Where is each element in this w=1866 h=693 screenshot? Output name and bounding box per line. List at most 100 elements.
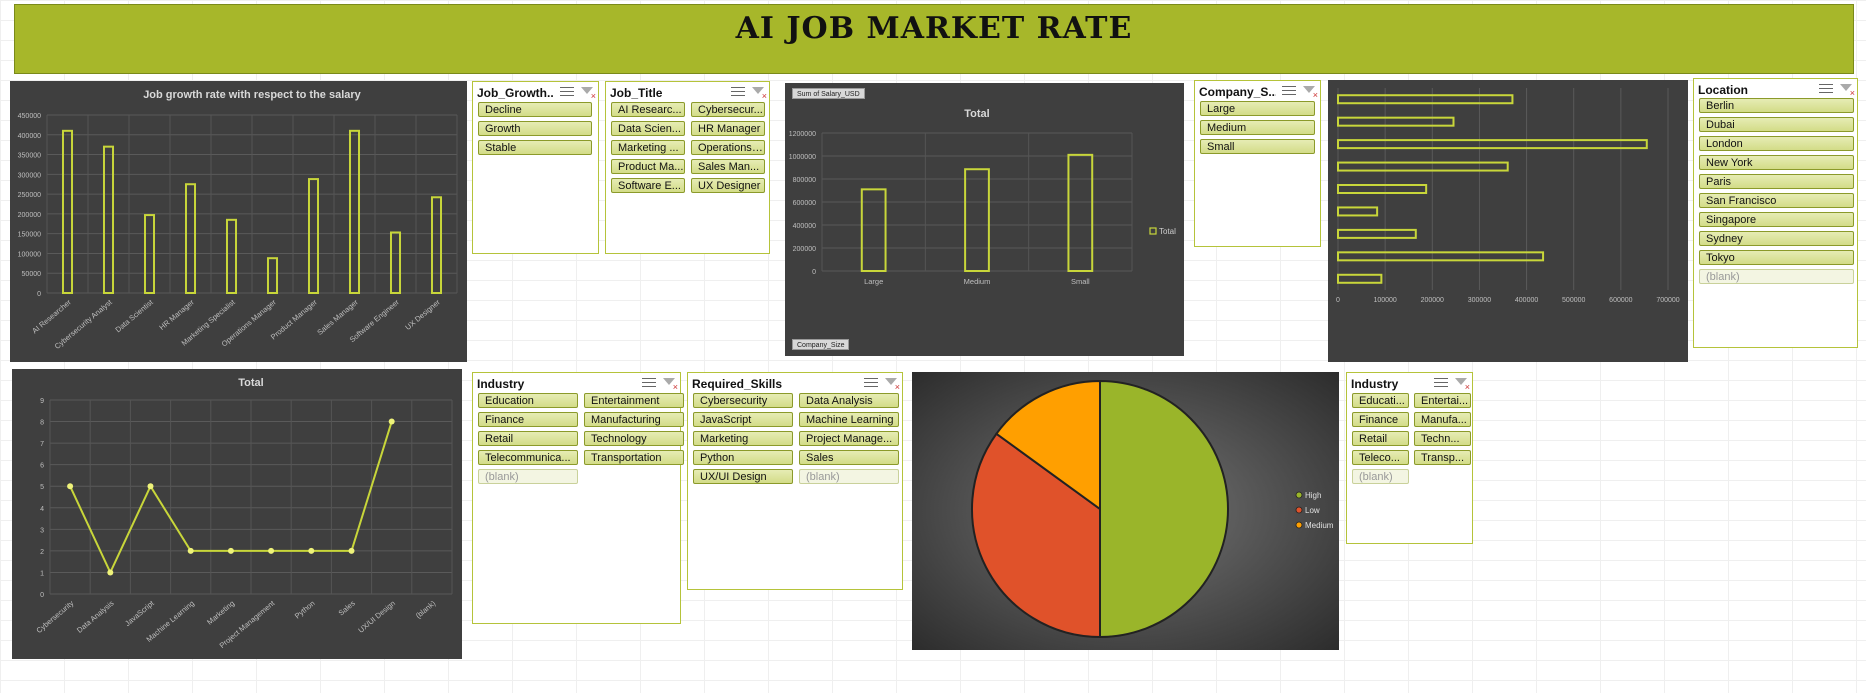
slicer-item[interactable]: UX Designer (691, 178, 765, 193)
clear-filter-icon[interactable] (1302, 85, 1318, 100)
y-tick-label: 1200000 (789, 131, 816, 138)
y-tick-label: 2 (40, 549, 44, 556)
multi-select-icon[interactable] (731, 86, 745, 97)
slicer-item[interactable]: Stable (478, 140, 592, 155)
slicer-item[interactable]: San Francisco (1699, 193, 1854, 208)
multi-select-icon[interactable] (1282, 85, 1296, 96)
y-tick-label: 6 (40, 463, 44, 470)
pie-chart[interactable]: High Low Medium (912, 372, 1339, 650)
industry-slicer-small: Industry Educati... Entertai... Finance Manu… (1346, 372, 1473, 544)
x-tick-label: 500000 (1562, 297, 1585, 304)
multi-select-icon[interactable] (864, 377, 878, 388)
slicer-item[interactable]: Singapore (1699, 212, 1854, 227)
x-tick-label: Sales Manager (315, 297, 360, 337)
bar (1337, 139, 1648, 150)
sum-salary-field-button[interactable]: Sum of Salary_USD (792, 88, 865, 99)
slicer-item[interactable]: Manufacturing (584, 412, 684, 427)
slicer-item[interactable]: Large (1200, 101, 1315, 116)
x-tick-label: AI Researcher (30, 297, 73, 335)
slicer-item[interactable]: Python (693, 450, 793, 465)
slicer-item[interactable]: Sales Man... (691, 159, 765, 174)
y-tick-label: 400000 (18, 133, 41, 140)
slicer-item[interactable]: Telecommunica... (478, 450, 578, 465)
clear-filter-icon[interactable] (751, 86, 767, 101)
y-tick-label: 250000 (18, 192, 41, 199)
y-tick-label: 450000 (18, 113, 41, 120)
bar (307, 178, 320, 294)
slicer-item[interactable]: Project Manage... (799, 431, 899, 446)
multi-select-icon[interactable] (1819, 83, 1833, 94)
legend-label: Total (1159, 227, 1176, 236)
company-size-slicer: Company_S... Large Medium Small (1194, 80, 1321, 247)
slicer-item[interactable]: JavaScript (693, 412, 793, 427)
legend-label: High (1305, 491, 1321, 500)
bar (225, 218, 238, 294)
slicer-item[interactable]: Transp... (1414, 450, 1471, 465)
company-size-chart[interactable]: Total 0 200000 400000 600000 800000 1000000 120… (785, 83, 1184, 356)
slicer-item[interactable]: Data Scien... (611, 121, 685, 136)
salary-by-job-chart[interactable]: Job growth rate with respect to the sala… (10, 81, 467, 362)
slicer-item[interactable]: Manufa... (1414, 412, 1471, 427)
x-tick-label: Data Analysis (75, 598, 116, 634)
slicer-item[interactable]: (blank) (799, 469, 899, 484)
slicer-item[interactable]: UX/UI Design (693, 469, 793, 484)
slicer-item[interactable]: Marketing (693, 431, 793, 446)
slicer-item[interactable]: Berlin (1699, 98, 1854, 113)
slicer-item[interactable]: Entertai... (1414, 393, 1471, 408)
y-tick-label: 400000 (793, 223, 816, 230)
slicer-item[interactable]: Retail (1352, 431, 1409, 446)
slicer-item[interactable]: (blank) (478, 469, 578, 484)
slicer-item[interactable]: Machine Learning (799, 412, 899, 427)
clear-filter-icon[interactable] (662, 377, 678, 392)
slicer-item[interactable]: Tokyo (1699, 250, 1854, 265)
slicer-item[interactable]: Teleco... (1352, 450, 1409, 465)
slicer-item[interactable]: Finance (478, 412, 578, 427)
slicer-item[interactable]: AI Researc... (611, 102, 685, 117)
slicer-item[interactable]: Transportation (584, 450, 684, 465)
slicer-item[interactable]: Medium (1200, 120, 1315, 135)
slicer-item[interactable]: Cybersecurity (693, 393, 793, 408)
slicer-item[interactable]: Operations ... (691, 140, 765, 155)
slicer-item[interactable]: Sydney (1699, 231, 1854, 246)
slicer-item[interactable]: Data Analysis (799, 393, 899, 408)
clear-filter-icon[interactable] (580, 86, 596, 101)
slicer-item[interactable]: Sales (799, 450, 899, 465)
multi-select-icon[interactable] (642, 377, 656, 388)
clear-filter-icon[interactable] (884, 377, 900, 392)
slicer-item[interactable]: Software E... (611, 178, 685, 193)
slicer-item[interactable]: HR Manager (691, 121, 765, 136)
skills-line-chart[interactable]: Total 0 1 2 3 4 5 6 7 8 9 Cybersecurity Data Analysi… (12, 369, 462, 659)
slicer-item[interactable]: Small (1200, 139, 1315, 154)
company-size-field-button[interactable]: Company_Size (792, 339, 850, 350)
clear-filter-icon[interactable] (1454, 377, 1470, 392)
slicer-item[interactable]: Cybersecur... (691, 102, 765, 117)
multi-select-icon[interactable] (1434, 377, 1448, 388)
slicer-item[interactable]: Marketing ... (611, 140, 685, 155)
slicer-item[interactable]: Growth (478, 121, 592, 136)
slicer-item[interactable]: Educati... (1352, 393, 1409, 408)
slicer-item[interactable]: Technology (584, 431, 684, 446)
slicer-item[interactable]: Product Ma... (611, 159, 685, 174)
slicer-item[interactable]: London (1699, 136, 1854, 151)
slicer-header: Location (1698, 83, 1748, 97)
location-salary-chart[interactable]: 0 100000 200000 300000 400000 500000 600000 700… (1328, 80, 1688, 362)
salary-by-job-svg: Job growth rate with respect to the sala… (18, 89, 458, 351)
data-point (147, 483, 154, 490)
slicer-item[interactable]: Dubai (1699, 117, 1854, 132)
slicer-item[interactable]: Techn... (1414, 431, 1471, 446)
slicer-item[interactable]: (blank) (1352, 469, 1409, 484)
y-tick-label: 8 (40, 420, 44, 427)
slicer-item[interactable]: New York (1699, 155, 1854, 170)
y-tick-label: 300000 (18, 172, 41, 179)
multi-select-icon[interactable] (560, 86, 574, 97)
slicer-item[interactable]: Finance (1352, 412, 1409, 427)
legend-label: Low (1305, 506, 1320, 515)
slicer-item[interactable]: Decline (478, 102, 592, 117)
pie-slice (1099, 379, 1229, 639)
slicer-item[interactable]: Entertainment (584, 393, 684, 408)
slicer-item[interactable]: Retail (478, 431, 578, 446)
slicer-item[interactable]: Education (478, 393, 578, 408)
slicer-item[interactable]: (blank) (1699, 269, 1854, 284)
slicer-item[interactable]: Paris (1699, 174, 1854, 189)
clear-filter-icon[interactable] (1839, 83, 1855, 98)
